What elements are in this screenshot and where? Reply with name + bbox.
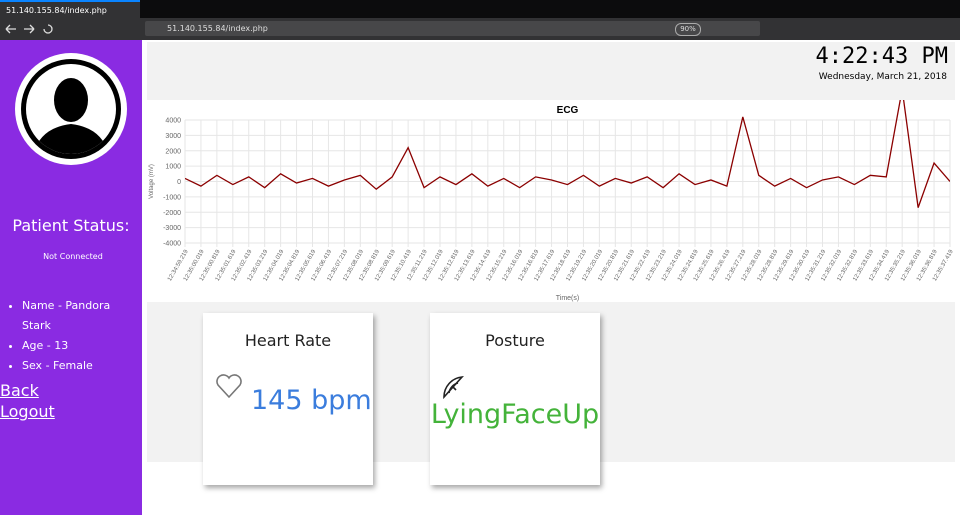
heart-card: Heart Rate 145 bpm xyxy=(203,313,373,485)
card-value: 145 bpm xyxy=(251,385,372,416)
y-tick-label: 0 xyxy=(177,179,181,186)
link[interactable]: Logout xyxy=(0,402,55,421)
y-tick-label: 2000 xyxy=(165,148,181,155)
detail: Age - 13 xyxy=(22,336,142,356)
posture-card: Posture LyingFaceUp xyxy=(430,313,600,485)
y-tick-label: -4000 xyxy=(163,241,181,248)
avatar xyxy=(15,53,127,165)
detail: Name - Pandora Stark xyxy=(22,296,142,336)
detail: Sex - Female xyxy=(22,356,142,376)
card-value: LyingFaceUp xyxy=(430,399,600,430)
sidebar: Patient Status: Not Connected Name - Pan… xyxy=(0,40,142,515)
y-tick-label: -2000 xyxy=(163,210,181,217)
clock-time: 4:22:43 PM xyxy=(815,44,948,69)
url-bar[interactable]: 51.140.155.84/index.php xyxy=(145,21,760,36)
link[interactable]: Back xyxy=(0,381,39,400)
x-axis-label: Time(s) xyxy=(556,295,579,302)
status: Not Connected xyxy=(43,252,103,261)
y-tick-label: 4000 xyxy=(165,118,181,125)
y-tick-label: -3000 xyxy=(163,225,181,232)
nav-icons[interactable] xyxy=(0,18,90,40)
y-tick-label: 3000 xyxy=(165,133,181,140)
details: Name - Pandora StarkAge - 13Sex - Female xyxy=(0,296,142,376)
status-heading: Patient Status: xyxy=(12,216,130,235)
y-axis-label: Voltage (mV) xyxy=(149,164,155,199)
heart-icon xyxy=(216,374,242,399)
protractor-icon xyxy=(443,375,464,400)
ecg-line xyxy=(185,100,950,208)
y-tick-label: 1000 xyxy=(165,164,181,171)
chart-title: ECG xyxy=(557,105,579,116)
y-tick-label: -1000 xyxy=(163,194,181,201)
clock-date: Wednesday, March 21, 2018 xyxy=(818,72,947,82)
tab-bar: 51.140.155.84/index.php xyxy=(0,0,960,18)
links: Back Logout xyxy=(0,380,55,422)
card-title: Posture xyxy=(485,331,545,350)
card-title: Heart Rate xyxy=(244,331,332,350)
tab[interactable]: 51.140.155.84/index.php xyxy=(0,0,140,18)
zoom-level[interactable]: 90% xyxy=(675,23,701,36)
ecg-chart: ECG Voltage (mV) Time(s) -4000 -3000 -2000 -10… xyxy=(147,100,955,302)
